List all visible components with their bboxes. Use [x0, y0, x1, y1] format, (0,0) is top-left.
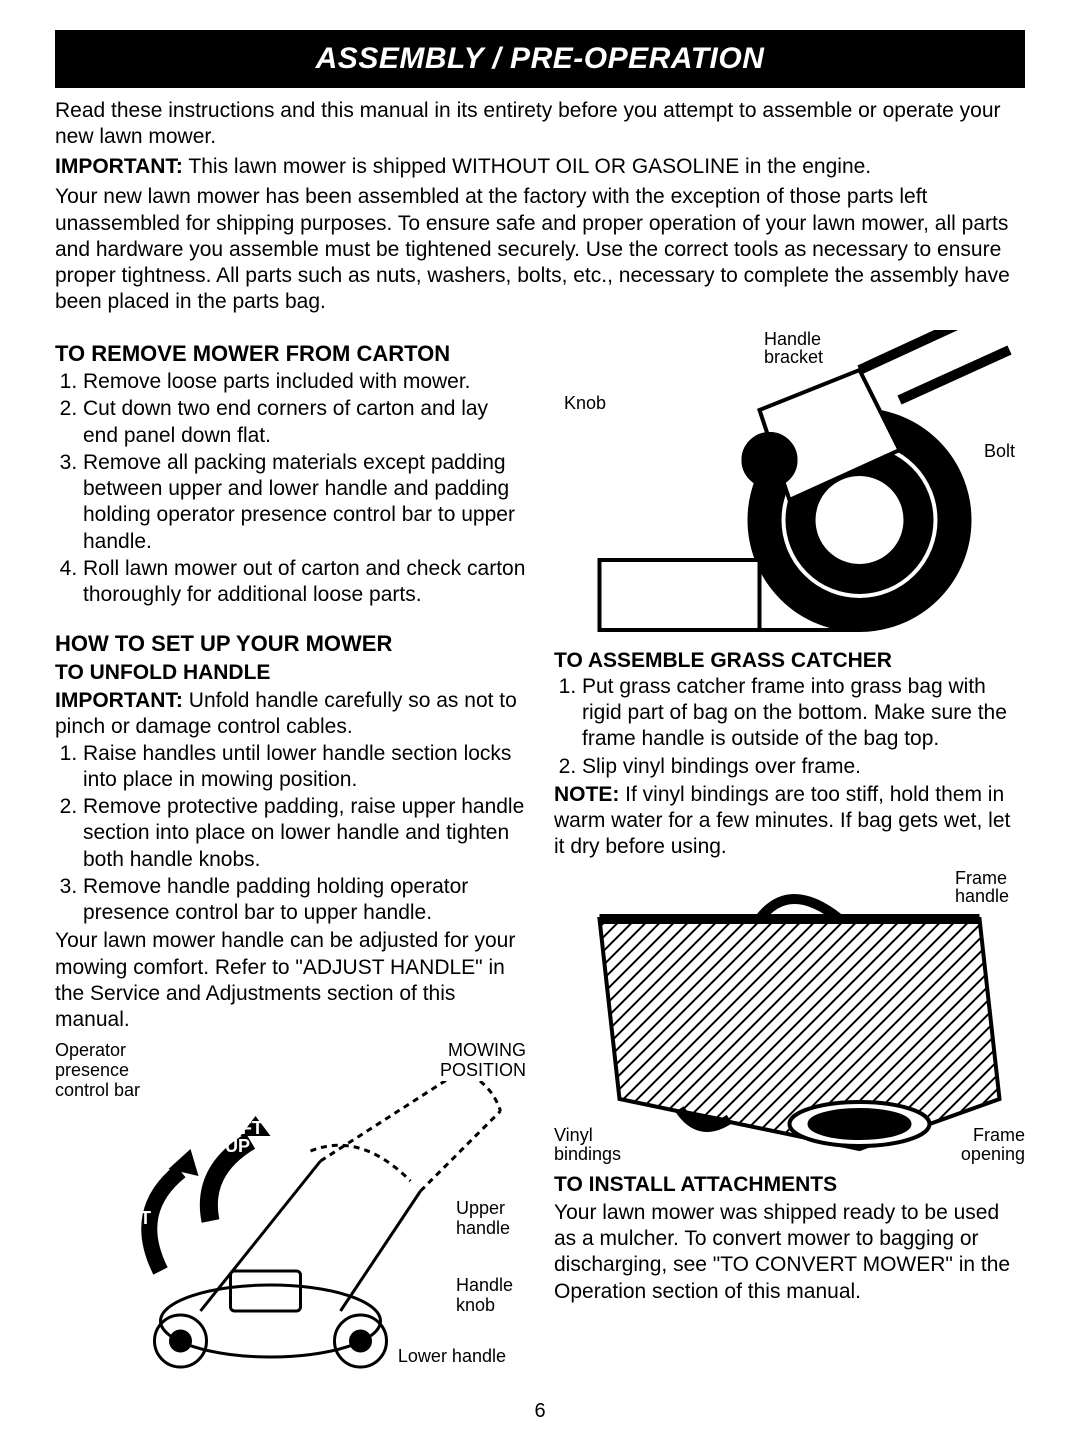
- two-column-layout: TO REMOVE MOWER FROM CARTON Remove loose…: [55, 330, 1025, 1390]
- list-item: Slip vinyl bindings over frame.: [582, 754, 1025, 780]
- intro-p2-rest: This lawn mower is shipped WITHOUT OIL O…: [183, 155, 871, 178]
- fig-label-bracket: Handle bracket: [764, 330, 844, 368]
- intro-p3: Your new lawn mower has been assembled a…: [55, 184, 1025, 315]
- bracket-diagram-icon: [554, 330, 1025, 640]
- page-number: 6: [55, 1399, 1025, 1424]
- remove-heading: TO REMOVE MOWER FROM CARTON: [55, 340, 526, 368]
- fig-label-upper: Upper handle: [456, 1199, 526, 1239]
- right-column: Handle bracket Knob Bolt TO ASSEMBLE GRA…: [554, 330, 1025, 1390]
- important-label: IMPORTANT:: [55, 155, 183, 178]
- unfold-list: Raise handles until lower handle section…: [55, 741, 526, 927]
- fig-label-liftup2: LIFT UP: [113, 1209, 163, 1245]
- install-heading: TO INSTALL ATTACHMENTS: [554, 1172, 1025, 1198]
- fig-label-lower: Lower handle: [398, 1345, 506, 1368]
- unfold-important: IMPORTANT: Unfold handle carefully so as…: [55, 688, 526, 741]
- grass-heading: TO ASSEMBLE GRASS CATCHER: [554, 648, 1025, 674]
- fig-label-knob2: Knob: [564, 392, 606, 415]
- list-item: Roll lawn mower out of carton and check …: [83, 556, 526, 609]
- grass-note: NOTE: If vinyl bindings are too stiff, h…: [554, 782, 1025, 861]
- setup-heading: HOW TO SET UP YOUR MOWER: [55, 630, 526, 658]
- fig-label-mowing: MOWING POSITION: [426, 1041, 526, 1081]
- list-item: Put grass catcher frame into grass bag w…: [582, 674, 1025, 753]
- list-item: Cut down two end corners of carton and l…: [83, 396, 526, 449]
- intro-block: Read these instructions and this manual …: [55, 98, 1025, 316]
- grass-note-rest: If vinyl bindings are too stiff, hold th…: [554, 783, 1010, 859]
- figure-handle-bracket: Handle bracket Knob Bolt: [554, 330, 1025, 640]
- fig-label-knob: Handle knob: [456, 1276, 526, 1316]
- important-label: IMPORTANT:: [55, 689, 183, 712]
- fig-label-vinyl: Vinyl bindings: [554, 1126, 634, 1164]
- list-item: Raise handles until lower handle section…: [83, 741, 526, 794]
- fig-label-frame-opening: Frame opening: [945, 1126, 1025, 1164]
- fig-label-frame-handle: Frame handle: [955, 869, 1025, 907]
- unfold-after-note: Your lawn mower handle can be adjusted f…: [55, 928, 526, 1033]
- grass-list: Put grass catcher frame into grass bag w…: [554, 674, 1025, 780]
- fig-label-liftup1: LIFT UP: [225, 1119, 275, 1155]
- list-item: Remove loose parts included with mower.: [83, 369, 526, 395]
- list-item: Remove protective padding, raise upper h…: [83, 794, 526, 873]
- grass-bag-diagram-icon: [554, 869, 1025, 1164]
- left-column: TO REMOVE MOWER FROM CARTON Remove loose…: [55, 330, 526, 1390]
- fig-label-bolt: Bolt: [984, 440, 1015, 463]
- fig-label-operator: Operator presence control bar: [55, 1041, 145, 1100]
- title-bar: ASSEMBLY / PRE-OPERATION: [55, 30, 1025, 88]
- figure-unfold-handle: Operator presence control bar MOWING POS…: [55, 1041, 526, 1381]
- intro-p2: IMPORTANT: This lawn mower is shipped WI…: [55, 154, 1025, 180]
- list-item: Remove handle padding holding operator p…: [83, 874, 526, 927]
- intro-p1: Read these instructions and this manual …: [55, 98, 1025, 151]
- figure-grass-catcher: Frame handle Vinyl bindings Frame openin…: [554, 869, 1025, 1164]
- unfold-heading: TO UNFOLD HANDLE: [55, 660, 526, 686]
- install-paragraph: Your lawn mower was shipped ready to be …: [554, 1200, 1025, 1305]
- remove-list: Remove loose parts included with mower. …: [55, 369, 526, 608]
- note-label: NOTE:: [554, 783, 619, 806]
- list-item: Remove all packing materials except padd…: [83, 450, 526, 555]
